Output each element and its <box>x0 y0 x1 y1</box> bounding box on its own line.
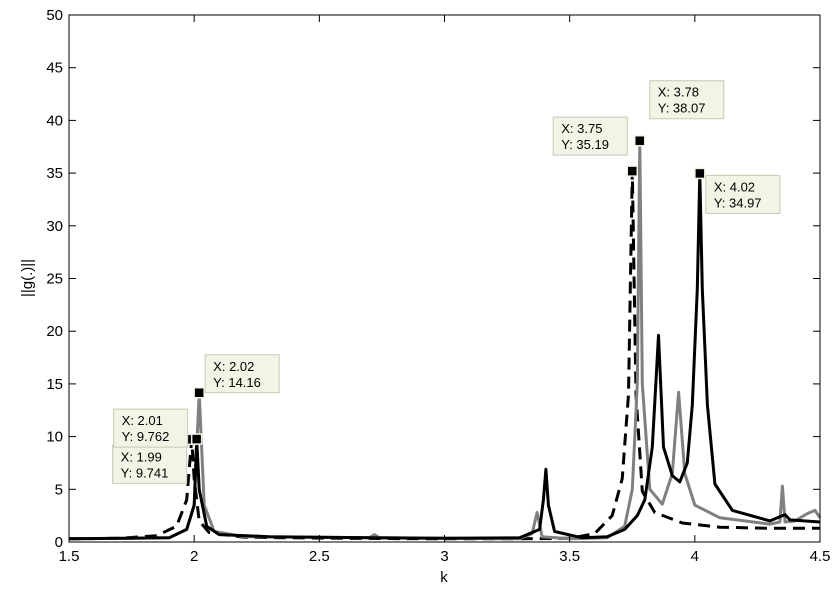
datatip[interactable]: X: 3.78Y: 38.07 <box>634 80 725 147</box>
y-tick-label: 10 <box>46 429 63 446</box>
datatip-box <box>204 354 280 394</box>
datatip[interactable]: X: 2.02Y: 14.16 <box>193 354 280 399</box>
y-tick-label: 5 <box>55 481 63 498</box>
datatip-marker <box>694 167 706 180</box>
x-tick-label: 1.5 <box>59 548 80 565</box>
axes-layer: 1.5 2 2.5 3 3.5 4 4.5 0 5 10 15 20 25 30 35 40 45 50 <box>46 7 830 565</box>
datatip-marker <box>634 134 646 147</box>
series-line-1 <box>68 169 820 541</box>
datatip[interactable]: X: 3.75Y: 35.19 <box>552 116 638 177</box>
y-tick-label: 25 <box>46 271 63 288</box>
datatip-marker <box>626 165 638 177</box>
datatip-x-label: X: 1.99 <box>121 449 162 464</box>
datatip-y-label: Y: 9.741 <box>121 465 169 480</box>
datatip[interactable]: X: 4.02Y: 34.97 <box>694 167 781 214</box>
datatip-y-label: Y: 34.97 <box>714 195 762 210</box>
datatip-y-label: Y: 35.19 <box>561 137 609 152</box>
y-tick-label: 50 <box>46 7 63 24</box>
x-tick-label: 4.5 <box>810 548 831 565</box>
datatip-x-label: X: 2.02 <box>213 359 254 374</box>
datatip-y-label: Y: 14.16 <box>213 375 261 390</box>
datatip-x-label: X: 3.78 <box>658 85 699 100</box>
datatip-y-label: Y: 9.762 <box>122 429 170 444</box>
y-axis-label: ||g(.)|| <box>19 259 36 297</box>
x-tick-label: 3 <box>440 548 448 565</box>
datatip-marker <box>193 387 205 399</box>
series-layer <box>68 139 822 541</box>
datatip-box <box>552 116 628 156</box>
datatip[interactable]: X: 2.01Y: 9.762 <box>113 408 203 448</box>
y-tick-label: 40 <box>46 112 63 129</box>
x-tick-label: 2.5 <box>309 548 330 565</box>
datatip-box <box>113 408 189 448</box>
y-tick-label: 35 <box>46 165 63 182</box>
datatip-box <box>705 174 781 214</box>
datatip-x-label: X: 2.01 <box>122 413 163 428</box>
x-tick-label: 4 <box>691 548 699 565</box>
y-tick-label: 20 <box>46 323 63 340</box>
y-tick-label: 0 <box>55 534 63 551</box>
y-tick-label: 30 <box>46 218 63 235</box>
x-axis-label: k <box>440 569 448 586</box>
y-tick-label: 45 <box>46 60 63 77</box>
series-line-2 <box>68 139 822 541</box>
series-line-3 <box>68 171 821 541</box>
x-tick-label: 3.5 <box>559 548 580 565</box>
datatip-marker <box>190 433 203 445</box>
datatip-box <box>649 80 725 120</box>
datatip-y-label: Y: 38.07 <box>658 101 706 116</box>
y-tick-label: 15 <box>46 376 63 393</box>
datatip-x-label: X: 4.02 <box>714 179 755 194</box>
x-tick-label: 2 <box>190 548 198 565</box>
datatip-x-label: X: 3.75 <box>561 121 602 136</box>
